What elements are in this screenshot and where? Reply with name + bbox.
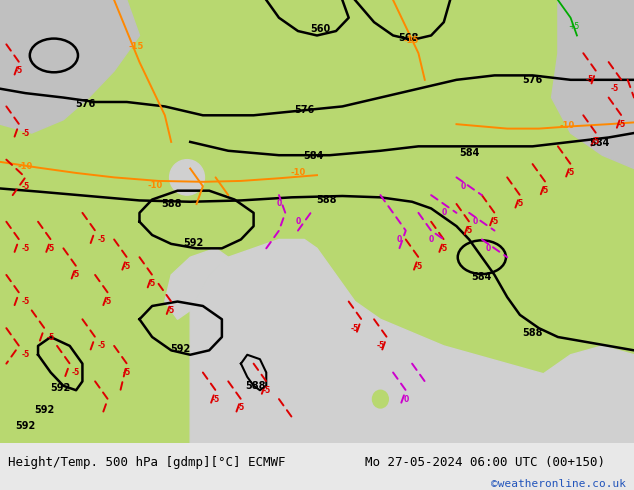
Text: 560: 560: [310, 24, 330, 34]
Text: -5: -5: [21, 182, 30, 191]
Text: -5: -5: [122, 368, 131, 377]
Text: -5: -5: [585, 75, 594, 84]
Text: -5: -5: [21, 350, 30, 359]
Text: -5: -5: [262, 386, 271, 395]
Polygon shape: [552, 0, 634, 169]
Text: -5: -5: [351, 324, 359, 333]
Text: -5: -5: [148, 279, 157, 288]
Text: -5: -5: [21, 244, 30, 253]
Text: 0: 0: [276, 199, 281, 208]
Polygon shape: [165, 248, 228, 319]
Text: Mo 27-05-2024 06:00 UTC (00+150): Mo 27-05-2024 06:00 UTC (00+150): [365, 456, 605, 468]
Text: 588: 588: [161, 199, 181, 209]
Text: -15: -15: [403, 36, 418, 45]
Text: 0: 0: [486, 244, 491, 253]
Text: -5: -5: [46, 244, 55, 253]
Text: -5: -5: [122, 262, 131, 270]
Text: 576: 576: [75, 99, 96, 109]
Text: +5: +5: [568, 22, 579, 31]
Text: -15: -15: [129, 42, 144, 51]
Text: 0: 0: [429, 235, 434, 244]
Text: -5: -5: [103, 297, 112, 306]
Text: 0: 0: [397, 235, 402, 244]
Text: 584: 584: [589, 138, 609, 148]
Text: 568: 568: [399, 33, 419, 43]
Text: Height/Temp. 500 hPa [gdmp][°C] ECMWF: Height/Temp. 500 hPa [gdmp][°C] ECMWF: [8, 456, 285, 468]
Text: 576: 576: [522, 75, 543, 85]
Text: 592: 592: [15, 421, 36, 431]
Text: -5: -5: [236, 403, 245, 413]
Text: -5: -5: [617, 120, 626, 129]
Text: -5: -5: [439, 244, 448, 253]
Text: 592: 592: [34, 405, 55, 415]
Polygon shape: [539, 346, 634, 443]
Text: -5: -5: [46, 333, 55, 342]
Text: 588: 588: [522, 328, 543, 339]
Text: -5: -5: [167, 306, 176, 315]
Text: -10: -10: [148, 181, 163, 190]
Text: 0: 0: [295, 217, 301, 226]
Text: -5: -5: [72, 368, 81, 377]
Text: ©weatheronline.co.uk: ©weatheronline.co.uk: [491, 479, 626, 490]
Polygon shape: [190, 240, 634, 443]
Text: -5: -5: [465, 226, 474, 235]
Text: -5: -5: [515, 199, 524, 208]
Text: -5: -5: [490, 217, 499, 226]
Text: 592: 592: [50, 383, 70, 393]
Text: -5: -5: [566, 169, 575, 177]
Text: -5: -5: [97, 342, 106, 350]
Text: 0: 0: [403, 394, 408, 404]
Text: -5: -5: [21, 297, 30, 306]
Text: -10: -10: [18, 162, 33, 171]
Text: 584: 584: [459, 148, 479, 158]
Polygon shape: [0, 0, 139, 133]
Text: 576: 576: [294, 105, 314, 115]
Text: -5: -5: [21, 128, 30, 138]
Text: -5: -5: [97, 235, 106, 244]
Text: -5: -5: [211, 394, 220, 404]
Text: 588: 588: [316, 196, 337, 205]
Text: -10: -10: [560, 121, 575, 129]
Text: 0: 0: [460, 182, 465, 191]
Ellipse shape: [170, 160, 205, 195]
Text: 592: 592: [171, 344, 191, 354]
Text: 584: 584: [304, 151, 324, 161]
Text: -5: -5: [611, 84, 619, 93]
Text: -5: -5: [541, 186, 550, 195]
Text: -5: -5: [15, 67, 23, 75]
Text: 0: 0: [473, 217, 478, 226]
Text: 0: 0: [441, 208, 446, 218]
Text: -10: -10: [290, 168, 306, 176]
Text: -5: -5: [592, 137, 600, 147]
Text: 592: 592: [183, 238, 204, 247]
Text: 584: 584: [472, 272, 492, 282]
Text: -5: -5: [414, 262, 423, 270]
Text: -5: -5: [376, 342, 385, 350]
Text: 588: 588: [245, 381, 266, 391]
Ellipse shape: [372, 390, 388, 408]
Text: -5: -5: [72, 270, 81, 279]
